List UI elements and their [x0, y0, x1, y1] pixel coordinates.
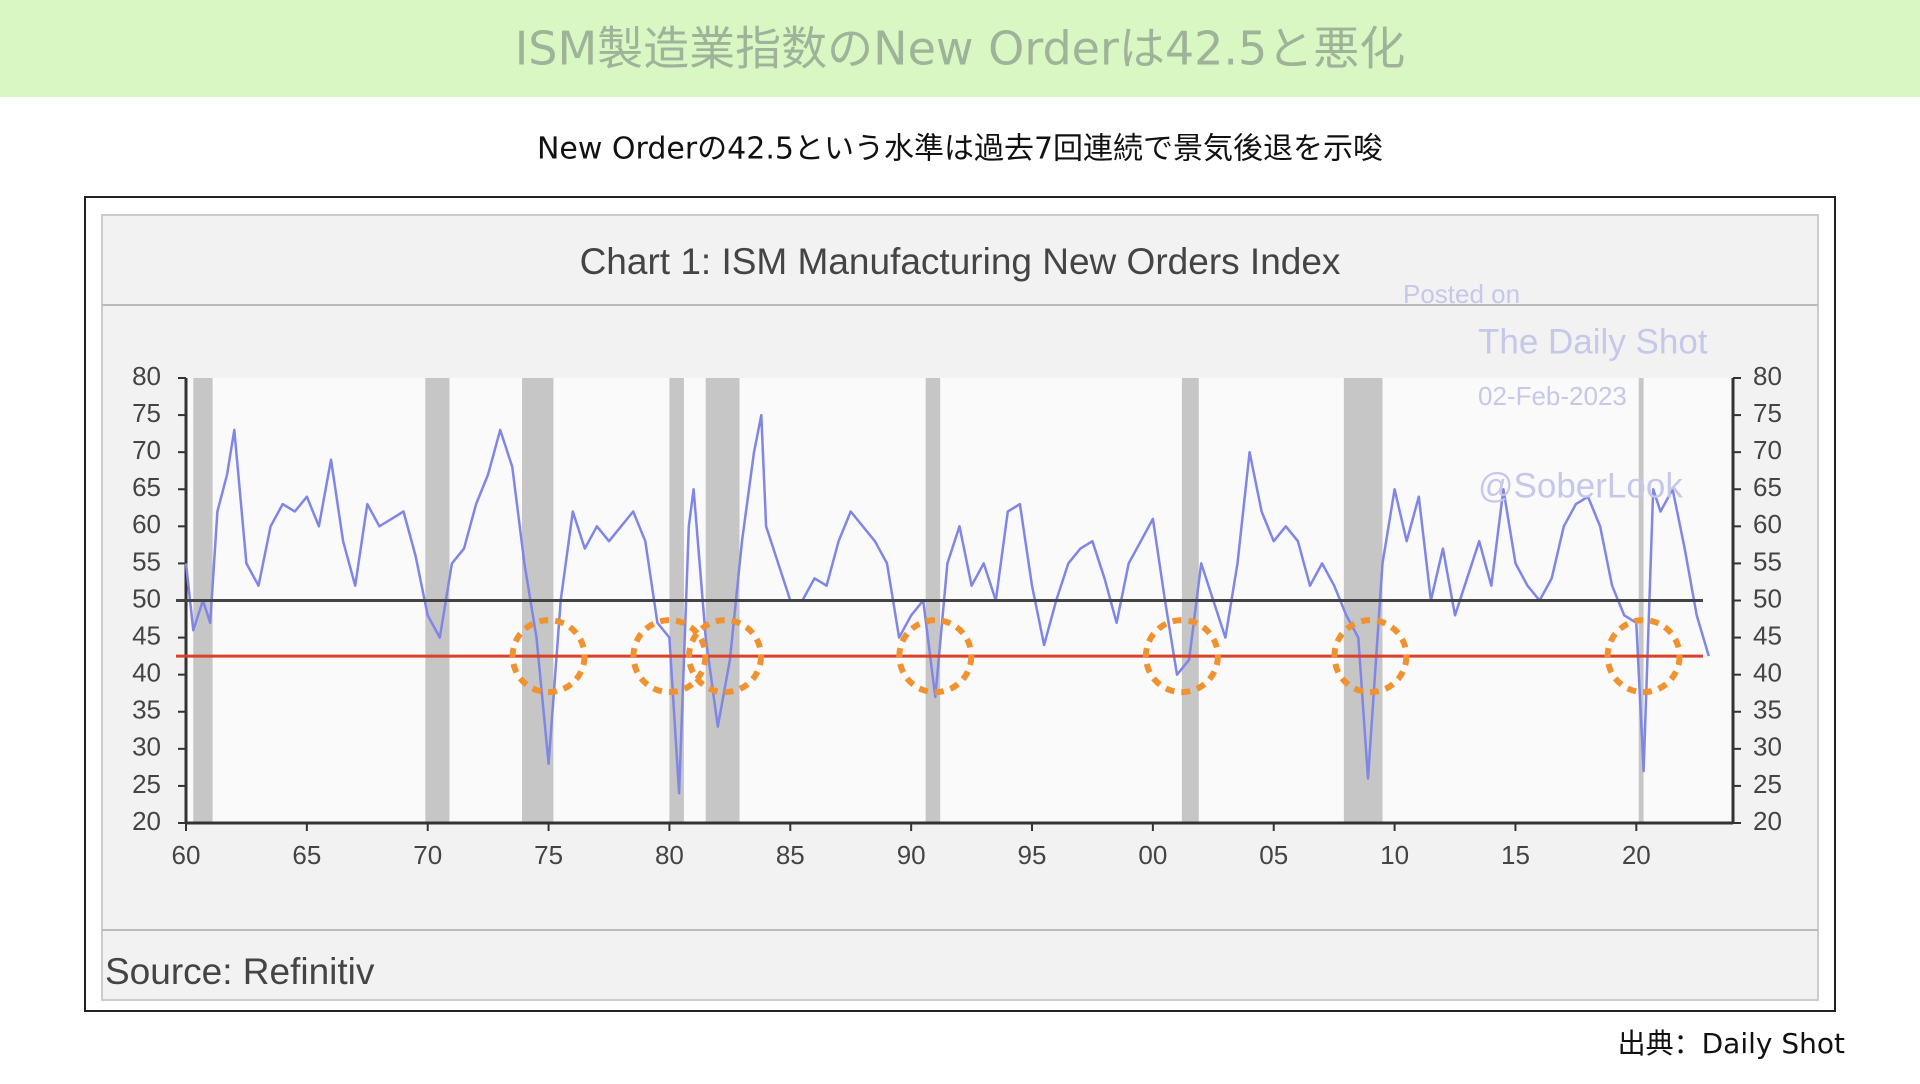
y-tick-label: 25 [132, 769, 161, 799]
x-tick-label: 65 [292, 840, 321, 870]
y2-tick-label: 25 [1753, 769, 1782, 799]
chart-source: Source: Refinitiv [105, 951, 375, 992]
highlight-circle [896, 617, 975, 696]
y2-tick-label: 40 [1753, 658, 1782, 688]
credit: 出典：Daily Shot [1618, 1027, 1845, 1060]
y-tick-label: 35 [132, 695, 161, 725]
y2-tick-label: 45 [1753, 620, 1782, 650]
y-tick-label: 40 [132, 658, 161, 688]
y2-tick-label: 60 [1753, 509, 1782, 539]
highlight-circle [1604, 617, 1683, 696]
slide-subtitle: New Orderの42.5という水準は過去7回連続で景気後退を示唆 [537, 132, 1383, 167]
x-tick-label: 90 [897, 840, 926, 870]
highlight-circle [509, 617, 588, 696]
y2-tick-label: 80 [1753, 361, 1782, 391]
x-tick-label: 80 [655, 840, 684, 870]
plot: 20 25 30 35 40 45 50 55 60 65 70 75 80 20 25 30 35 40 45 50… [132, 361, 1782, 870]
y2-tick-label: 75 [1753, 398, 1782, 428]
y-tick-label: 50 [132, 583, 161, 613]
y-tick-label: 65 [132, 472, 161, 502]
y2-tick-label: 30 [1753, 732, 1782, 762]
watermark: Posted on [1403, 279, 1520, 309]
y2-tick-label: 55 [1753, 546, 1782, 576]
watermark: The Daily Shot [1478, 322, 1708, 361]
x-tick-label: 20 [1622, 840, 1651, 870]
y2-tick-label: 65 [1753, 472, 1782, 502]
y-tick-label: 55 [132, 546, 161, 576]
x-tick-label: 10 [1380, 840, 1409, 870]
y-tick-label: 75 [132, 398, 161, 428]
x-tick-label: 00 [1138, 840, 1167, 870]
title-band [0, 0, 1920, 97]
y2-tick-label: 35 [1753, 695, 1782, 725]
slide-title: ISM製造業指数のNew Orderは42.5と悪化 [515, 22, 1406, 76]
y2-tick-label: 50 [1753, 583, 1782, 613]
x-tick-label: 75 [534, 840, 563, 870]
watermark: @SoberLook [1478, 466, 1683, 505]
highlight-circle [686, 617, 765, 696]
y-tick-label: 80 [132, 361, 161, 391]
y2-tick-label: 70 [1753, 435, 1782, 465]
highlight-circle [1142, 617, 1221, 696]
x-tick-label: 60 [172, 840, 201, 870]
y-tick-label: 45 [132, 620, 161, 650]
y-tick-label: 30 [132, 732, 161, 762]
y-tick-label: 60 [132, 509, 161, 539]
x-tick-label: 15 [1501, 840, 1530, 870]
highlight-circle [630, 617, 709, 696]
x-tick-label: 95 [1018, 840, 1047, 870]
y-tick-label: 20 [132, 806, 161, 836]
series-line [184, 413, 1710, 795]
highlight-circle [1331, 617, 1410, 696]
y2-tick-label: 20 [1753, 806, 1782, 836]
chart-title: Chart 1: ISM Manufacturing New Orders In… [580, 241, 1341, 282]
x-tick-label: 70 [413, 840, 442, 870]
watermark: 02-Feb-2023 [1478, 381, 1627, 411]
y-tick-label: 70 [132, 435, 161, 465]
x-tick-label: 05 [1259, 840, 1288, 870]
x-tick-label: 85 [776, 840, 805, 870]
